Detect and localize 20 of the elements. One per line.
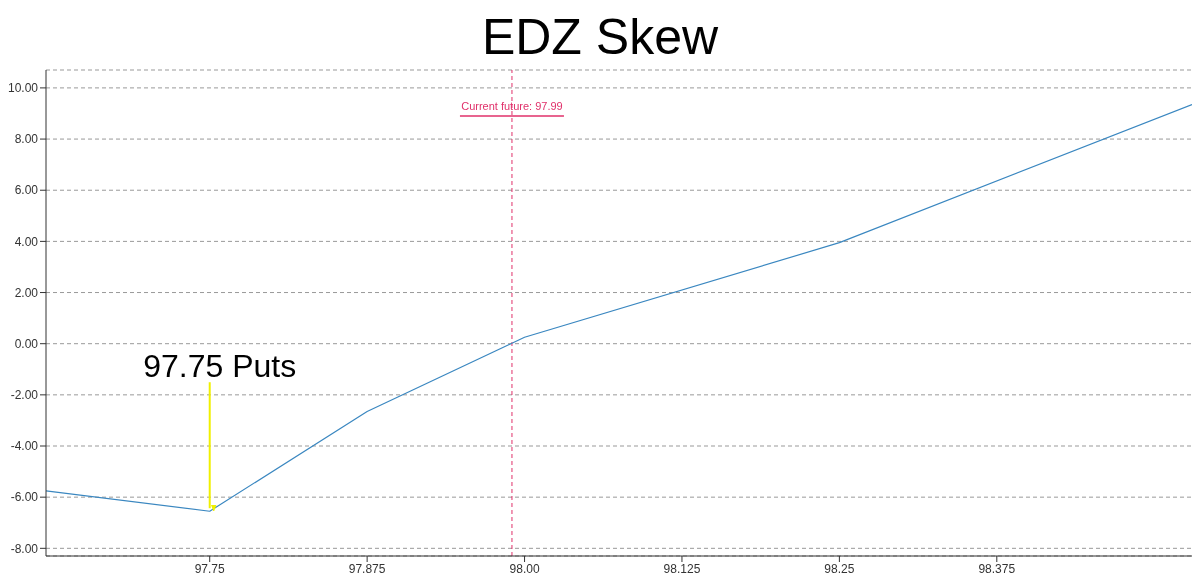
y-tick-label: -6.00	[10, 490, 39, 505]
x-tick-label: 98.375	[978, 561, 1016, 576]
y-tick-label: 6.00	[14, 183, 39, 198]
line-series	[46, 103, 1192, 512]
x-tick-label: 97.75	[194, 561, 226, 576]
y-tick-label: -4.00	[10, 439, 39, 454]
chart-title: EDZ Skew	[480, 8, 720, 66]
y-tick-label: -8.00	[10, 541, 39, 556]
y-tick-label: 4.00	[14, 234, 39, 249]
y-tick-label: -2.00	[10, 388, 39, 403]
annotation: 97.75 Puts	[143, 348, 297, 385]
ref-line-label: Current future: 97.99	[461, 100, 563, 112]
y-tick-label: 8.00	[14, 132, 39, 147]
x-tick-label: 98.25	[824, 561, 855, 576]
y-tick-label: 2.00	[14, 285, 39, 300]
x-tick-label: 98.125	[663, 561, 701, 576]
y-tick-label: 10.00	[7, 81, 39, 96]
x-tick-label: 97.875	[348, 561, 386, 576]
y-tick-label: 0.00	[14, 336, 39, 351]
x-tick-label: 98.00	[509, 561, 540, 576]
